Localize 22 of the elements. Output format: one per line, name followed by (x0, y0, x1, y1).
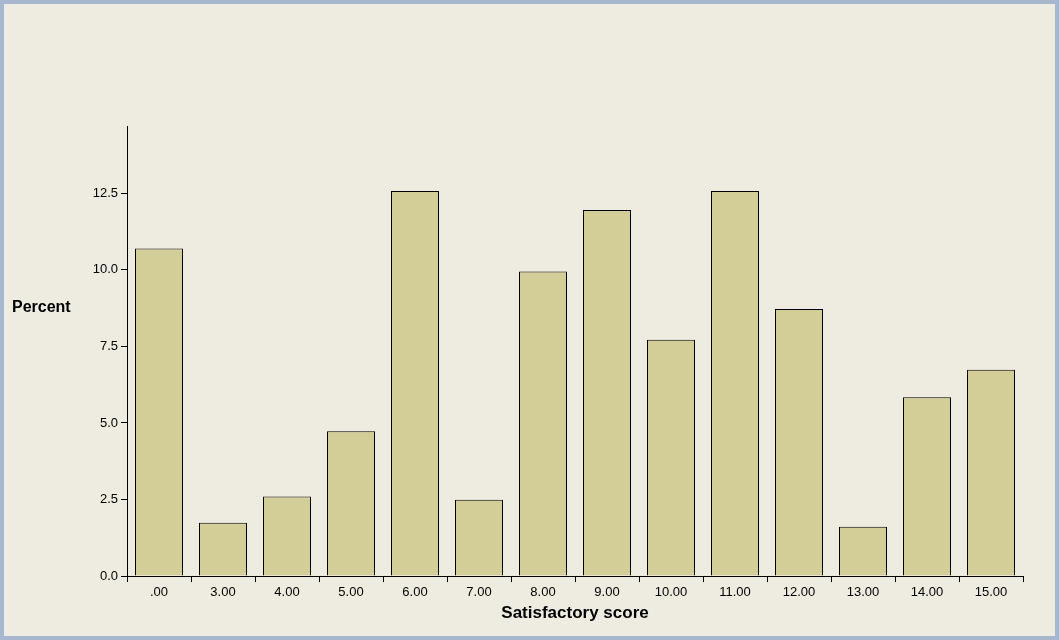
x-tick-label: 8.00 (530, 584, 556, 600)
x-tick-label: 14.00 (910, 584, 944, 600)
y-tick-label: 7.5 (99, 337, 118, 353)
y-tick-label: 0.0 (99, 567, 118, 583)
x-tick-label: 11.00 (719, 584, 751, 600)
y-tick-label: 10.0 (92, 261, 118, 277)
x-tick-label: 6.00 (402, 584, 428, 600)
x-tick-label: 10.00 (654, 584, 688, 600)
x-tick-label: 4.00 (274, 584, 300, 600)
x-tick-label: 12.00 (782, 584, 816, 600)
x-tick-label: 9.00 (594, 584, 620, 600)
y-tick-label: 2.5 (99, 491, 118, 507)
x-tick-label: .00 (149, 584, 169, 600)
y-axis-title: Percent (12, 298, 72, 316)
y-tick-label: 5.0 (99, 414, 118, 430)
x-tick-label: 13.00 (846, 584, 880, 600)
x-tick-label: 15.00 (974, 584, 1008, 600)
x-axis-title: Satisfactory score (501, 603, 649, 623)
x-tick-label: 5.00 (338, 584, 364, 600)
y-tick-label: 12.5 (92, 184, 118, 200)
x-tick-label: 7.00 (466, 584, 492, 600)
x-tick-label: 3.00 (210, 584, 236, 600)
